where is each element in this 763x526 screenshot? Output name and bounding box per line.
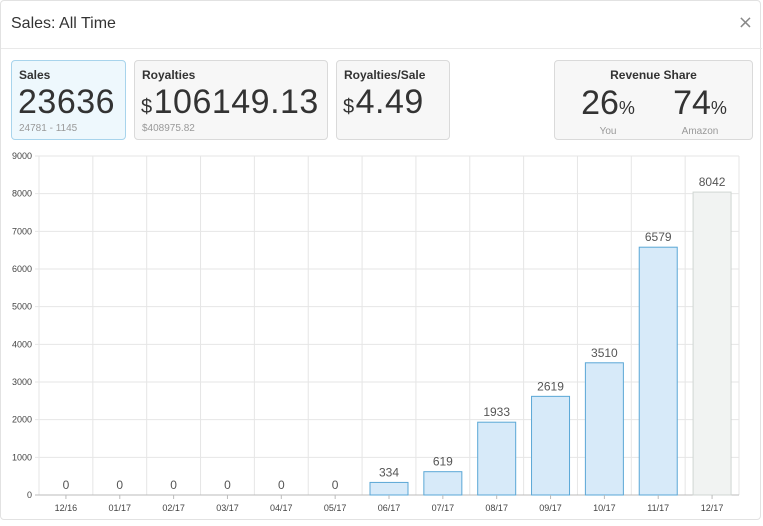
- x-tick-label: 01/17: [109, 503, 132, 513]
- x-tick-label: 09/17: [539, 503, 562, 513]
- bar-06-17: [369, 481, 409, 496]
- royalties-card-sub: $408975.82: [142, 123, 195, 134]
- royalties-card-value: $106149.13: [141, 83, 319, 122]
- y-tick-label: 1000: [12, 452, 32, 462]
- revenue-share-amazon: 74% Amazon: [655, 83, 745, 137]
- x-tick-label: 08/17: [485, 503, 508, 513]
- royalties-per-sale-currency: $: [343, 96, 355, 118]
- y-tick-label: 7000: [12, 226, 32, 236]
- revenue-share-you: 26% You: [563, 83, 653, 137]
- y-tick-label: 6000: [12, 264, 32, 274]
- revenue-share-amazon-label: Amazon: [681, 126, 719, 137]
- y-tick-label: 0: [27, 490, 32, 500]
- sales-bar-chart-svg: 0 1000 2000 3000 4000 5000 6000 7000 8000 9000 0 12…: [12, 151, 740, 513]
- data-label: 0: [278, 478, 285, 492]
- data-label: 0: [332, 478, 339, 492]
- sales-value: 23636: [18, 83, 116, 121]
- y-tick-label: 2000: [12, 415, 32, 425]
- bar-12-17: [692, 191, 732, 496]
- revenue-share-label: Revenue Share: [610, 68, 697, 82]
- revenue-share-card: Revenue Share 26% You 74% Amazon: [554, 60, 753, 140]
- x-tick-label: 07/17: [432, 503, 455, 513]
- x-tick-label: 10/17: [593, 503, 616, 513]
- revenue-share-you-label: You: [599, 126, 617, 137]
- revenue-share-amazon-pct: 74%: [655, 83, 745, 128]
- x-tick-label: 06/17: [378, 503, 401, 513]
- royalties-card-label: Royalties: [142, 68, 196, 82]
- data-label: 334: [379, 465, 399, 479]
- data-label: 0: [170, 478, 177, 492]
- y-tick-label: 9000: [12, 151, 32, 161]
- bar-08-17: [477, 421, 517, 496]
- close-button[interactable]: ×: [737, 12, 753, 33]
- amazon-pct-sign: %: [710, 98, 727, 118]
- data-label: 0: [63, 478, 70, 492]
- royalties-per-sale-amount: 4.49: [355, 83, 424, 121]
- data-label: 3510: [591, 346, 618, 360]
- royalties-value: 106149.13: [153, 83, 319, 121]
- sales-card-label: Sales: [19, 68, 51, 82]
- bar-09-17: [531, 395, 571, 496]
- sales-card-value: 23636: [18, 83, 115, 122]
- x-tick-label: 03/17: [216, 503, 239, 513]
- x-tick-label: 12/17: [701, 503, 724, 513]
- royalties-per-sale-card[interactable]: Royalties/Sale $4.49: [336, 60, 450, 140]
- y-tick-label: 3000: [12, 377, 32, 387]
- data-label: 619: [433, 455, 453, 469]
- sales-bar-chart: 0 1000 2000 3000 4000 5000 6000 7000 8000 9000 0 12…: [1, 147, 762, 521]
- y-tick-label: 4000: [12, 339, 32, 349]
- x-tick-label: 05/17: [324, 503, 347, 513]
- data-label: 0: [116, 478, 123, 492]
- x-tick-label: 12/16: [55, 503, 78, 513]
- modal-header: Sales: All Time ×: [1, 1, 762, 49]
- revenue-share-you-pct: 26%: [563, 83, 653, 128]
- royalties-card[interactable]: Royalties $106149.13 $408975.82: [134, 60, 328, 140]
- data-label: 1933: [483, 405, 510, 419]
- bar-11-17: [638, 246, 678, 496]
- x-tick-label: 02/17: [162, 503, 185, 513]
- data-label: 6579: [645, 230, 672, 244]
- you-pct-value: 26: [581, 84, 619, 122]
- bar-10-17: [584, 362, 624, 496]
- x-tick-label: 04/17: [270, 503, 293, 513]
- amazon-pct-value: 74: [673, 84, 711, 122]
- data-label: 0: [224, 478, 231, 492]
- you-pct-sign: %: [618, 98, 635, 118]
- royalties-per-sale-value: $4.49: [343, 83, 424, 122]
- royalties-currency: $: [141, 96, 153, 118]
- royalties-per-sale-label: Royalties/Sale: [344, 68, 426, 82]
- data-label: 8042: [699, 175, 726, 189]
- bar-07-17: [423, 471, 463, 496]
- modal-title: Sales: All Time: [11, 15, 116, 32]
- y-tick-label: 8000: [12, 189, 32, 199]
- x-tick-label: 11/17: [647, 503, 669, 513]
- y-tick-label: 5000: [12, 302, 32, 312]
- sales-card[interactable]: Sales 23636 24781 - 1145: [11, 60, 126, 140]
- data-label: 2619: [537, 379, 564, 393]
- sales-card-sub: 24781 - 1145: [19, 123, 78, 134]
